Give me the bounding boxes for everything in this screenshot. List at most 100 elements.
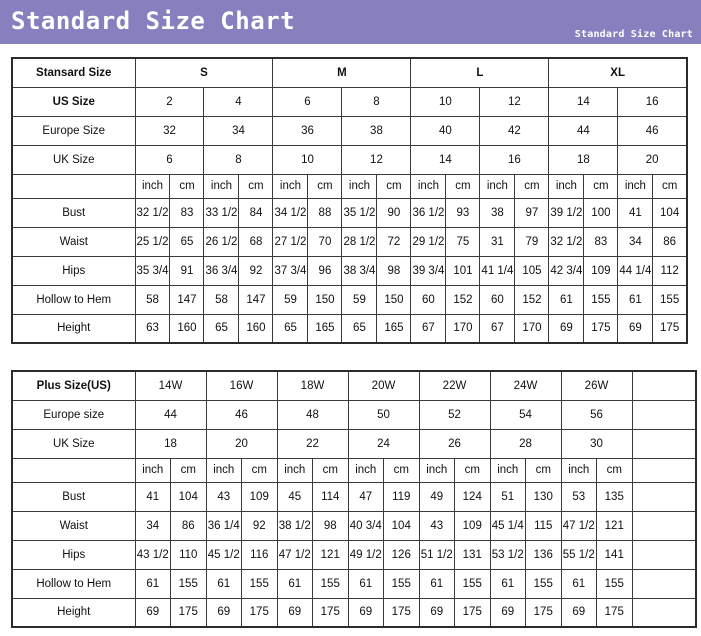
measurement-value: 121: [596, 510, 633, 541]
measurement-row: Hips 43 1/2 110 45 1/2 116 47 1/2 121 49 1/2 126…: [11, 539, 697, 570]
measurement-value: 43 1/2: [134, 539, 171, 570]
unit-header-row: inch cm inch cm inch cm inch cm inch cm inch cm inch…: [11, 457, 697, 483]
unit-label-inch: inch: [347, 457, 384, 483]
measurement-value: 39 1/2: [548, 197, 585, 228]
corner-watermark-label: Standard Size Chart: [574, 29, 693, 40]
filler-cell: [631, 481, 697, 512]
measurement-value: 38 1/2: [276, 510, 313, 541]
measurement-value: 69: [489, 597, 526, 628]
measurement-row: Bust 41 104 43 109 45 114 47 119 49 124 51 130 53 135: [11, 481, 697, 512]
measurement-value: 51 1/2: [418, 539, 455, 570]
size-value: 14W: [134, 370, 207, 401]
unit-label-cm: cm: [169, 173, 205, 199]
measurement-value: 165: [376, 313, 412, 344]
measurement-value: 155: [583, 284, 619, 315]
measurement-value: 175: [170, 597, 207, 628]
measurement-value: 97: [514, 197, 550, 228]
measurement-value: 170: [445, 313, 481, 344]
size-value: 28: [489, 428, 562, 459]
size-row: UK Size 18 20 22 24 26 28 30: [11, 428, 697, 459]
row-label-hips: Hips: [11, 255, 136, 286]
measurement-value: 33 1/2: [203, 197, 240, 228]
measurement-value: 91: [169, 255, 205, 286]
unit-label-cm: cm: [514, 173, 550, 199]
size-value: 48: [276, 399, 349, 430]
size-value: 38: [341, 115, 412, 146]
unit-label-cm: cm: [583, 173, 619, 199]
size-value: 54: [489, 399, 562, 430]
size-value: 46: [617, 115, 688, 146]
measurement-value: 61: [276, 568, 313, 599]
measurement-value: 61: [489, 568, 526, 599]
size-value: 10: [272, 144, 343, 175]
measurement-value: 104: [652, 197, 688, 228]
measurement-value: 45 1/4: [489, 510, 526, 541]
size-group-l: L: [410, 57, 550, 88]
unit-label-inch: inch: [410, 173, 447, 199]
page-title: Standard Size Chart: [11, 7, 296, 35]
size-value: 26W: [560, 370, 633, 401]
measurement-value: 59: [272, 284, 309, 315]
measurement-value: 41: [617, 197, 654, 228]
measurement-value: 175: [312, 597, 349, 628]
unit-label-inch: inch: [489, 457, 526, 483]
size-group-s: S: [134, 57, 274, 88]
unit-label-cm: cm: [383, 457, 420, 483]
measurement-value: 42 3/4: [548, 255, 585, 286]
filler-cell: [631, 510, 697, 541]
measurement-value: 175: [596, 597, 633, 628]
measurement-value: 109: [583, 255, 619, 286]
unit-label-inch: inch: [617, 173, 654, 199]
row-label-hollow-to-hem: Hollow to Hem: [11, 284, 136, 315]
measurement-value: 58: [203, 284, 240, 315]
measurement-value: 175: [454, 597, 491, 628]
measurement-value: 175: [383, 597, 420, 628]
measurement-value: 110: [170, 539, 207, 570]
measurement-value: 155: [312, 568, 349, 599]
measurement-value: 67: [410, 313, 447, 344]
measurement-value: 29 1/2: [410, 226, 447, 257]
measurement-value: 109: [454, 510, 491, 541]
measurement-value: 147: [169, 284, 205, 315]
measurement-value: 84: [238, 197, 274, 228]
measurement-value: 98: [312, 510, 349, 541]
size-value: 14: [410, 144, 481, 175]
measurement-value: 61: [418, 568, 455, 599]
measurement-value: 61: [205, 568, 242, 599]
size-group-xl: XL: [548, 57, 688, 88]
measurement-value: 98: [376, 255, 412, 286]
title-band: Standard Size Chart Standard Size Chart: [0, 0, 701, 44]
measurement-value: 155: [454, 568, 491, 599]
size-value: 18: [548, 144, 619, 175]
measurement-value: 61: [560, 568, 597, 599]
measurement-value: 152: [445, 284, 481, 315]
measurement-value: 155: [652, 284, 688, 315]
measurement-value: 65: [169, 226, 205, 257]
filler-cell: [631, 539, 697, 570]
measurement-value: 38 3/4: [341, 255, 378, 286]
measurement-value: 86: [652, 226, 688, 257]
size-value: 34: [203, 115, 274, 146]
size-value: 14: [548, 86, 619, 117]
measurement-value: 43: [418, 510, 455, 541]
unit-label-inch: inch: [548, 173, 585, 199]
unit-header-row: inch cm inch cm inch cm inch cm inch cm inch cm inch…: [11, 173, 688, 199]
size-value: 36: [272, 115, 343, 146]
measurement-value: 75: [445, 226, 481, 257]
measurement-value: 47 1/2: [560, 510, 597, 541]
measurement-value: 83: [583, 226, 619, 257]
measurement-value: 25 1/2: [134, 226, 171, 257]
unit-label-cm: cm: [312, 457, 349, 483]
measurement-value: 58: [134, 284, 171, 315]
measurement-value: 141: [596, 539, 633, 570]
size-value: 22W: [418, 370, 491, 401]
measurement-value: 51: [489, 481, 526, 512]
measurement-value: 155: [525, 568, 562, 599]
size-value: 46: [205, 399, 278, 430]
measurement-row: Hollow to Hem 58 147 58 147 59 150 59 150 60 152 60…: [11, 284, 688, 315]
measurement-value: 34: [134, 510, 171, 541]
size-value: 44: [134, 399, 207, 430]
measurement-value: 69: [205, 597, 242, 628]
measurement-value: 96: [307, 255, 343, 286]
